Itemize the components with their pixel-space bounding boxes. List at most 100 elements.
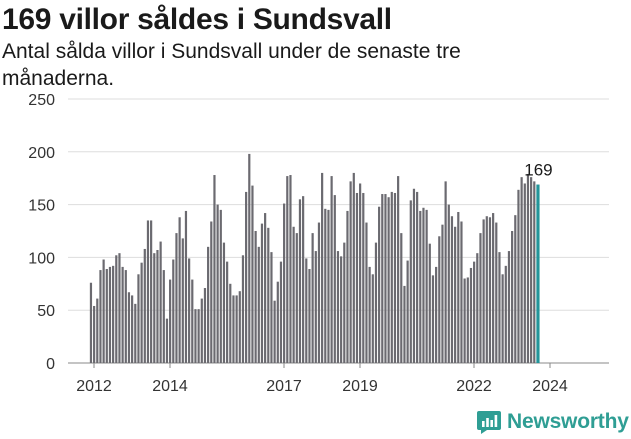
bar <box>517 189 520 363</box>
bar <box>428 243 431 363</box>
bar <box>324 208 327 363</box>
bar <box>492 213 495 363</box>
x-tick-label: 2019 <box>342 378 378 395</box>
bar <box>181 238 184 363</box>
bar <box>533 181 536 363</box>
bar <box>213 175 216 363</box>
bar <box>194 309 197 363</box>
y-tick-label: 250 <box>28 92 55 109</box>
bar <box>93 305 96 363</box>
bar <box>368 266 371 363</box>
bar <box>115 255 118 363</box>
bar <box>89 282 93 363</box>
bar <box>150 220 153 363</box>
bar <box>131 295 134 363</box>
bar <box>105 269 108 363</box>
bar <box>460 221 463 363</box>
bar <box>127 292 131 363</box>
bar <box>416 191 419 363</box>
bar <box>270 252 273 363</box>
bar <box>264 213 267 363</box>
bar <box>355 192 359 363</box>
bar <box>302 196 305 363</box>
bar <box>371 274 374 363</box>
bar <box>245 191 248 363</box>
bar <box>488 217 492 363</box>
bar <box>169 279 172 363</box>
bar <box>102 259 105 363</box>
bar <box>447 204 450 363</box>
bar <box>352 172 355 363</box>
bar <box>238 291 241 363</box>
bar <box>381 194 384 363</box>
newsworthy-logo-icon <box>477 411 501 434</box>
bar <box>235 295 238 363</box>
bar <box>279 261 283 363</box>
bar <box>124 270 127 363</box>
bar <box>207 246 210 363</box>
bar <box>172 259 175 363</box>
bar <box>530 177 533 363</box>
bar <box>419 210 422 363</box>
bar <box>200 298 203 363</box>
bar <box>526 173 530 363</box>
bar <box>378 206 381 363</box>
bar <box>476 253 479 363</box>
bar <box>454 226 457 363</box>
bar <box>438 236 441 363</box>
bar <box>153 253 156 363</box>
bar <box>226 261 229 363</box>
highlight-bar <box>536 184 540 363</box>
bar <box>441 224 444 363</box>
bar <box>137 274 140 363</box>
bar <box>425 209 428 363</box>
bar <box>343 242 346 363</box>
bar <box>406 260 409 363</box>
bar <box>251 185 254 363</box>
bar <box>479 233 482 363</box>
bar <box>143 248 146 363</box>
bar <box>365 222 368 363</box>
bar <box>400 233 403 363</box>
y-tick-label: 200 <box>28 145 55 162</box>
bar <box>321 172 324 363</box>
bar <box>289 175 292 363</box>
bar <box>260 223 264 363</box>
y-tick-label: 150 <box>28 198 55 215</box>
bar <box>384 194 387 363</box>
brand-name: Newsworthy <box>507 410 629 433</box>
y-tick-label: 50 <box>37 303 55 320</box>
bar <box>507 251 511 363</box>
bar <box>336 251 340 363</box>
bar <box>501 274 504 363</box>
bar <box>450 216 454 363</box>
bar <box>184 210 188 363</box>
bar <box>435 266 438 363</box>
chart-subtitle: Antal sålda villor i Sundsvall under de … <box>2 40 461 90</box>
x-tick-label: 2022 <box>456 378 492 395</box>
bar <box>188 258 191 363</box>
bar <box>203 288 207 363</box>
bar <box>333 195 336 363</box>
bar <box>134 303 137 363</box>
bar <box>390 191 393 363</box>
bar-chart: 0 50 100 150 200 250 2012 2014 2017 2019 2022 2024 1… <box>28 92 609 395</box>
bar <box>222 242 226 363</box>
bar <box>511 231 514 363</box>
bar <box>229 283 232 363</box>
bar <box>520 177 523 363</box>
bar <box>248 153 251 363</box>
bar <box>457 211 460 363</box>
bar <box>359 183 362 363</box>
bar <box>273 300 276 363</box>
bar <box>96 298 99 363</box>
bar <box>295 233 298 363</box>
bar <box>216 204 219 363</box>
bar <box>286 176 289 363</box>
bar <box>523 183 526 363</box>
bar <box>330 176 333 363</box>
bar <box>362 192 365 363</box>
bar <box>317 222 321 363</box>
y-tick-label: 0 <box>46 356 55 373</box>
bar <box>191 279 194 363</box>
